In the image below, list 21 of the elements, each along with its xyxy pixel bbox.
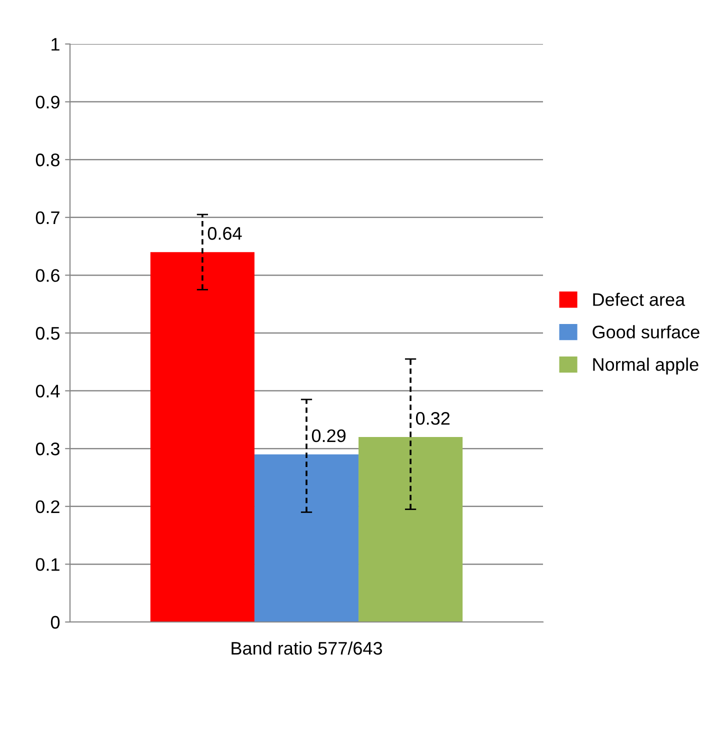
y-tick-label: 0.6	[36, 269, 60, 282]
data-label: 0.32	[416, 412, 450, 425]
y-tick-label: 0.9	[36, 96, 60, 109]
y-tick-label: 0.8	[36, 154, 60, 166]
bar	[254, 454, 359, 622]
bar	[150, 252, 254, 622]
y-tick-label: 0.4	[36, 384, 60, 398]
y-tick-label: 0.3	[36, 442, 60, 456]
legend-label: Good surface	[592, 325, 700, 338]
y-tick-label: 0.7	[36, 211, 60, 224]
data-label: 0.64	[208, 227, 242, 240]
legend-label: Normal apple	[593, 358, 698, 374]
y-tick-label: 0.2	[36, 500, 60, 514]
data-label: 0.29	[312, 429, 346, 442]
y-tick-label: 1	[52, 38, 60, 51]
y-tick-label: 0.1	[36, 558, 60, 571]
x-tick-label: Band ratio 577/643	[232, 641, 382, 655]
y-tick-label: 0.5	[36, 326, 60, 340]
y-tick-label: 0	[50, 616, 60, 629]
bar	[358, 437, 463, 622]
legend-label: Defect area	[593, 292, 686, 306]
